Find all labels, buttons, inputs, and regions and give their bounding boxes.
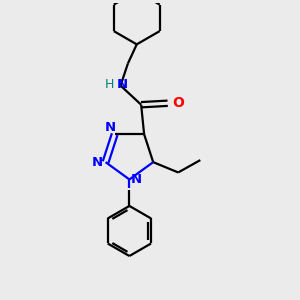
Text: N: N	[116, 78, 128, 91]
Text: N: N	[92, 156, 103, 169]
Text: N: N	[105, 121, 116, 134]
Text: O: O	[172, 96, 184, 110]
Text: H: H	[105, 78, 114, 91]
Text: N: N	[130, 173, 141, 186]
